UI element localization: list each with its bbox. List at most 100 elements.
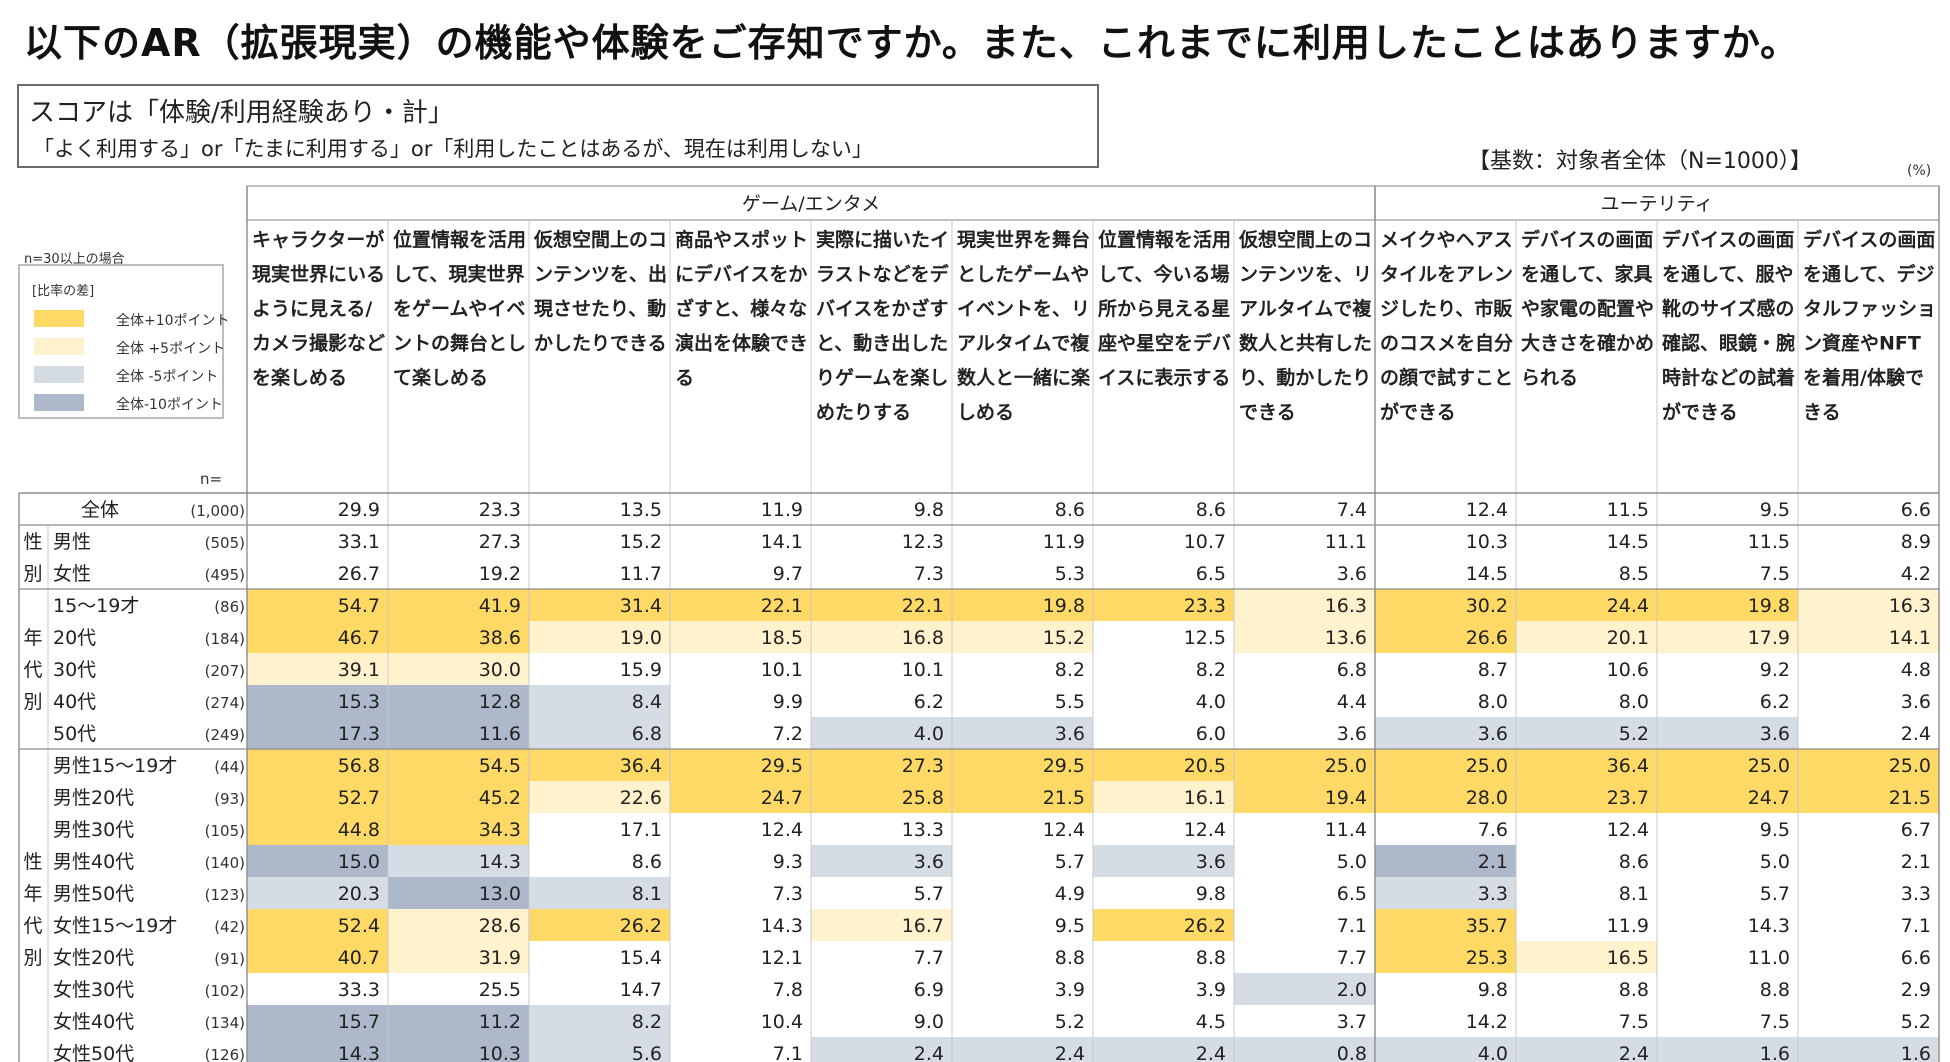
row-n: (105) [205,822,245,840]
side-group-label: 代 [23,659,42,681]
table-cell-highlight [1798,781,1939,813]
table-cell-value: 8.6 [632,851,662,873]
row-n: (134) [205,1014,245,1032]
column-header-label: り、動かしたり [1239,367,1371,389]
table-cell-value: 31.4 [620,595,662,617]
table-cell-value: 4.2 [1901,563,1931,585]
table-cell-highlight [529,877,670,909]
table-cell-value: 7.3 [773,883,803,905]
table-cell-value: 11.7 [620,563,662,585]
column-header-label: を通して、デジ [1803,263,1934,286]
table-cell-value: 11.9 [761,499,803,521]
table-cell-value: 15.4 [620,947,662,969]
table-cell-highlight [529,621,670,653]
table-cell-value: 14.1 [1889,627,1931,649]
table-cell-value: 7.1 [1337,915,1367,937]
table-cell-highlight [811,717,952,749]
table-cell-highlight [670,749,811,781]
table-cell-highlight [952,749,1093,781]
table-cell-highlight [247,653,388,685]
table-cell-value: 5.2 [1901,1011,1931,1033]
column-header-label: 現実世界を舞台 [957,228,1090,251]
table-cell-value: 14.3 [761,915,803,937]
column-header-label: アルタイムで複 [1239,297,1372,320]
column-header-label: ジしたり、市販 [1380,297,1513,320]
table-cell-value: 7.2 [773,723,803,745]
table-cell-highlight [1375,589,1516,621]
table-cell-value: 10.6 [1607,659,1649,681]
table-cell-value: 18.5 [761,627,803,649]
table-cell-value: 8.7 [1478,659,1508,681]
table-cell-value: 3.6 [1055,723,1085,745]
row-n: (123) [205,886,245,904]
table-cell-highlight [388,589,529,621]
table-cell-value: 6.6 [1901,499,1931,521]
table-cell-value: 7.5 [1619,1011,1649,1033]
table-cell-value: 19.4 [1325,787,1367,809]
table-cell-value: 6.6 [1901,947,1931,969]
column-header-label: にデバイスをか [675,263,807,286]
row-n: (274) [205,694,245,712]
side-group-label: 別 [23,563,42,585]
column-header-label: バイスをかざす [816,297,948,320]
table-cell-value: 1.6 [1901,1043,1931,1062]
table-cell-highlight [811,845,952,877]
column-header-label: ラストなどをデ [816,263,950,286]
table-cell-value: 8.0 [1619,691,1649,713]
table-cell-highlight [1798,621,1939,653]
legend-swatch [34,338,84,355]
table-cell-value: 8.6 [1196,499,1226,521]
table-cell-highlight [388,1005,529,1037]
table-cell-highlight [952,781,1093,813]
table-cell-highlight [1657,589,1798,621]
table-cell-value: 34.3 [479,819,521,841]
unit-note: (%) [1907,163,1932,179]
table-cell-value: 54.7 [338,595,380,617]
table-cell-value: 33.1 [338,531,380,553]
table-cell-value: 12.1 [761,947,803,969]
table-cell-value: 26.2 [1184,915,1226,937]
table-cell-highlight [1516,589,1657,621]
table-cell-value: 13.3 [902,819,944,841]
table-cell-value: 8.5 [1619,563,1649,585]
table-cell-value: 11.9 [1043,531,1085,553]
legend-label: 全体-10ポイント [116,397,223,413]
table-cell-value: 25.0 [1748,755,1790,777]
column-header-label: と、動き出した [816,332,948,355]
table-cell-highlight [1516,749,1657,781]
side-group-label: 年 [23,627,42,649]
table-cell-highlight [670,589,811,621]
table-cell-value: 25.8 [902,787,944,809]
table-cell-value: 24.4 [1607,595,1649,617]
table-cell-value: 10.3 [1466,531,1508,553]
column-header-label: ンテンツを、出 [534,263,667,286]
table-cell-value: 10.3 [479,1043,521,1062]
table-cell-highlight [1798,1037,1939,1062]
column-header-label: の顔で試すこと [1380,366,1513,389]
column-header-label: 数人と共有した [1239,332,1372,355]
row-n: (184) [205,630,245,648]
table-cell-value: 2.4 [1055,1043,1085,1062]
column-header-label: 確認、眼鏡・腕 [1662,332,1795,355]
table-cell-value: 13.0 [479,883,521,905]
table-cell-value: 9.8 [1478,979,1508,1001]
table-cell-highlight [811,621,952,653]
column-header-label: 仮想空間上のコ [533,228,667,251]
table-cell-value: 27.3 [479,531,521,553]
column-header-label: を着用/体験で [1803,366,1924,389]
column-header-label: キャラクターが [252,228,384,251]
table-cell-highlight [952,717,1093,749]
column-header-label: を通して、服や [1662,264,1793,286]
table-cell-highlight [529,717,670,749]
row-n: (140) [205,854,245,872]
table-cell-value: 8.9 [1901,531,1931,553]
table-cell-highlight [1375,781,1516,813]
column-header-label: られる [1521,367,1578,389]
table-cell-highlight [1234,621,1375,653]
column-header-label: きる [1803,402,1841,424]
table-cell-value: 5.0 [1337,851,1367,873]
column-header-label: カメラ撮影など [252,333,385,355]
table-cell-highlight [388,653,529,685]
side-group-label: 年 [23,883,42,905]
legend-label: 全体 +5ポイント [116,341,226,357]
